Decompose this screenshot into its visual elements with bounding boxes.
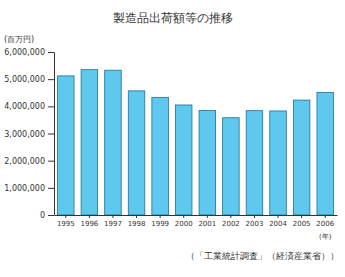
x-tick-label: 2000 <box>175 220 193 228</box>
x-tick: 1998 <box>128 215 146 228</box>
y-tick: 2,000,000 <box>4 157 54 166</box>
x-tick: 2006 <box>316 215 334 228</box>
x-tick-label: 2004 <box>269 220 287 228</box>
x-tick: 1997 <box>104 215 122 228</box>
y-tick-label: 6,000,000 <box>4 48 45 57</box>
bar <box>293 100 310 215</box>
x-axis: 1995 1996 1997 1998 1999 2000 2001 2002 2003 2004… <box>55 215 338 228</box>
bar <box>58 76 75 215</box>
x-tick-mark <box>230 215 231 218</box>
x-axis-line <box>55 215 338 216</box>
x-tick-mark <box>207 215 208 218</box>
y-tick-mark <box>48 106 54 107</box>
x-tick-label: 1999 <box>151 220 169 228</box>
x-tick-mark <box>325 215 326 218</box>
x-tick: 2000 <box>175 215 193 228</box>
x-tick-mark <box>278 215 279 218</box>
y-tick-label: 5,000,000 <box>4 75 45 84</box>
x-tick-mark <box>112 215 113 218</box>
x-tick: 2003 <box>246 215 264 228</box>
bar <box>105 70 122 215</box>
bars <box>58 70 334 215</box>
bar <box>223 118 240 215</box>
x-tick-label: 2002 <box>222 220 240 228</box>
y-tick: 1,000,000 <box>4 184 54 193</box>
bar <box>270 111 287 215</box>
x-tick-mark <box>183 215 184 218</box>
x-tick: 1996 <box>80 215 98 228</box>
x-tick-label: 1996 <box>80 220 98 228</box>
y-tick: 5,000,000 <box>4 75 54 84</box>
x-tick-label: 1998 <box>128 220 146 228</box>
x-tick: 2005 <box>293 215 311 228</box>
y-tick-mark <box>48 79 54 80</box>
bar <box>81 70 98 215</box>
title: 製造品出荷額等の推移 <box>113 11 233 25</box>
chart: 製造品出荷額等の推移 (百万円) 0 1,000,000 2,000,000 3,000,… <box>0 0 345 277</box>
y-tick-label: 1,000,000 <box>4 184 45 193</box>
y-tick-mark <box>48 188 54 189</box>
x-tick: 1999 <box>151 215 169 228</box>
x-tick-mark <box>160 215 161 218</box>
x-axis-label: (年) <box>319 233 332 241</box>
x-tick: 2001 <box>198 215 216 228</box>
bar <box>199 110 216 215</box>
y-tick-label: 4,000,000 <box>4 102 45 111</box>
source-note: （「工業統計調査」（経済産業省）） <box>186 251 339 261</box>
x-tick-mark <box>301 215 302 218</box>
y-tick-mark <box>48 52 54 53</box>
bar <box>175 105 192 215</box>
bar <box>152 97 169 215</box>
x-tick: 2004 <box>269 215 287 228</box>
y-tick: 0 <box>40 211 54 220</box>
y-tick: 3,000,000 <box>4 130 54 139</box>
x-tick-mark <box>65 215 66 218</box>
x-tick-label: 2001 <box>198 220 216 228</box>
bar <box>317 92 334 215</box>
y-tick-mark <box>48 134 54 135</box>
x-tick: 2002 <box>222 215 240 228</box>
y-axis: 0 1,000,000 2,000,000 3,000,000 4,000,000 5,0… <box>4 48 54 220</box>
x-tick-label: 2005 <box>293 220 311 228</box>
y-tick: 4,000,000 <box>4 102 54 111</box>
y-axis-label: (百万円) <box>4 35 34 44</box>
x-tick-label: 1995 <box>57 220 75 228</box>
x-tick-mark <box>136 215 137 218</box>
y-tick-label: 2,000,000 <box>4 157 45 166</box>
plot: 0 1,000,000 2,000,000 3,000,000 4,000,000 5,0… <box>4 48 337 241</box>
bar <box>246 111 263 215</box>
y-tick-label: 0 <box>40 211 45 220</box>
x-tick-label: 2003 <box>246 220 264 228</box>
bar <box>128 91 145 215</box>
y-tick-label: 3,000,000 <box>4 130 45 139</box>
x-tick-label: 1997 <box>104 220 122 228</box>
x-tick-mark <box>89 215 90 218</box>
x-tick-label: 2006 <box>316 220 334 228</box>
y-tick: 6,000,000 <box>4 48 54 57</box>
y-tick-mark <box>48 215 54 216</box>
y-axis-line <box>54 53 55 216</box>
y-tick-mark <box>48 161 54 162</box>
x-tick-mark <box>254 215 255 218</box>
x-tick: 1995 <box>57 215 75 228</box>
